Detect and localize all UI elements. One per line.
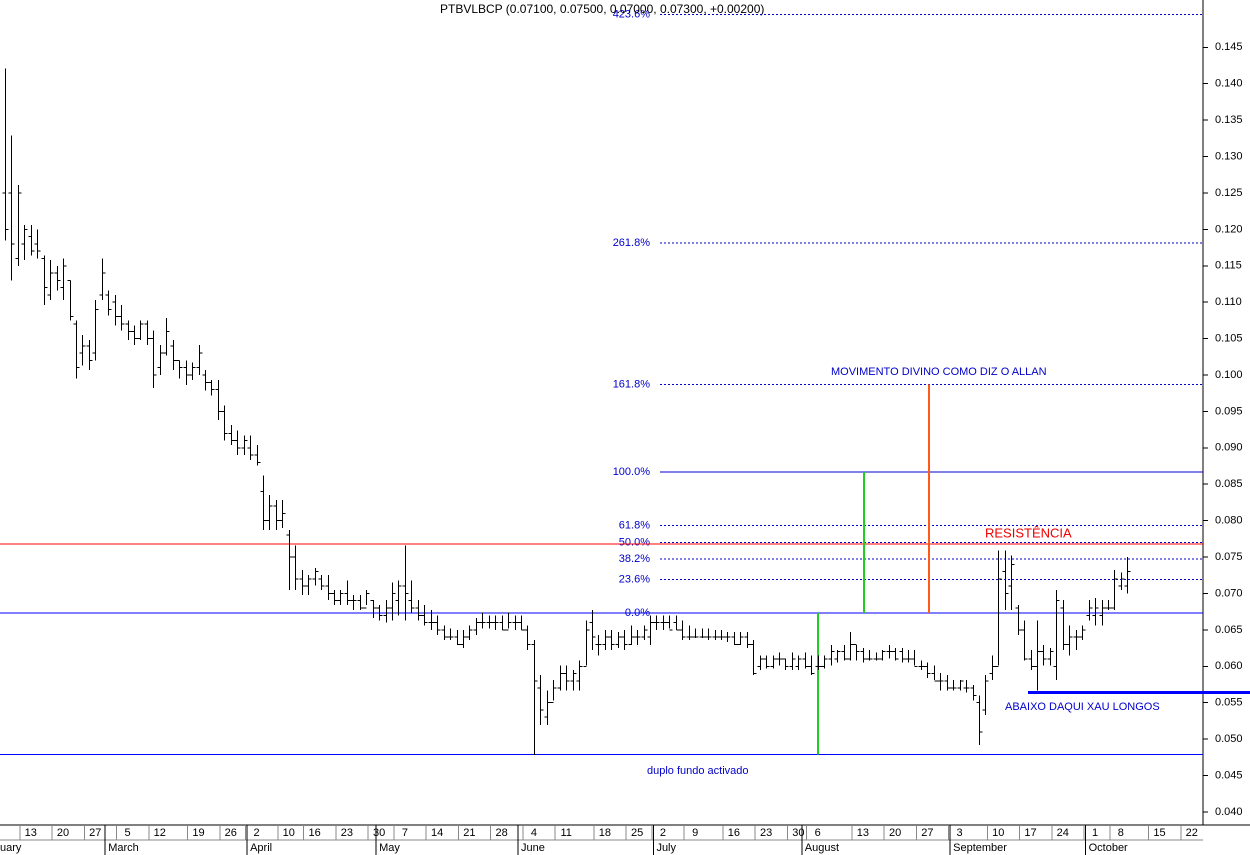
fib-label: 423.6% (613, 8, 651, 20)
x-tick-label: 27 (921, 827, 933, 839)
y-tick-label: 0.125 (1215, 187, 1243, 199)
x-tick-label: 17 (1024, 827, 1036, 839)
x-tick-label: 14 (431, 827, 443, 839)
x-tick-label: 11 (560, 827, 571, 839)
y-tick-label: 0.100 (1215, 369, 1243, 381)
x-tick-label: 16 (308, 827, 320, 839)
x-tick-label: 12 (154, 827, 166, 839)
fib-label: 38.2% (619, 553, 650, 565)
x-tick-label: 3 (957, 827, 963, 839)
x-tick-label: 22 (1186, 827, 1198, 839)
y-tick-label: 0.135 (1215, 114, 1243, 126)
x-tick-label: 30 (373, 827, 385, 839)
y-tick-label: 0.040 (1215, 806, 1243, 818)
y-tick-label: 0.045 (1215, 769, 1243, 781)
x-tick-label: 4 (531, 827, 537, 839)
fib-label: 61.8% (619, 520, 650, 532)
x-tick-label: 27 (89, 827, 101, 839)
y-tick-label: 0.120 (1215, 223, 1243, 235)
x-tick-label: 18 (599, 827, 611, 839)
annotation: duplo fundo activado (647, 765, 749, 777)
x-tick-label: 20 (889, 827, 901, 839)
annotation: RESISTÊNCIA (985, 525, 1072, 540)
y-tick-label: 0.145 (1215, 41, 1243, 53)
month-label: October (1089, 842, 1128, 854)
y-tick-label: 0.055 (1215, 697, 1243, 709)
x-tick-label: 1 (1092, 827, 1098, 839)
fib-label: 100.0% (613, 466, 651, 478)
x-tick-label: 10 (992, 827, 1004, 839)
month-label: July (656, 842, 676, 854)
x-tick-label: 23 (760, 827, 772, 839)
y-tick-label: 0.105 (1215, 332, 1243, 344)
y-tick-label: 0.060 (1215, 660, 1243, 672)
y-tick-label: 0.085 (1215, 478, 1243, 490)
x-tick-label: 7 (402, 827, 408, 839)
y-tick-label: 0.065 (1215, 624, 1243, 636)
fib-label: 161.8% (613, 378, 651, 390)
y-tick-label: 0.080 (1215, 515, 1243, 527)
x-tick-label: 25 (631, 827, 643, 839)
x-tick-label: 9 (692, 827, 698, 839)
x-tick-label: 13 (25, 827, 37, 839)
month-label: September (953, 842, 1007, 854)
x-tick-label: 15 (1153, 827, 1165, 839)
month-label: March (108, 842, 139, 854)
x-tick-label: 23 (341, 827, 353, 839)
fib-label: 23.6% (619, 574, 650, 586)
fib-label: 261.8% (613, 237, 651, 249)
x-tick-label: 26 (225, 827, 237, 839)
month-label: uary (0, 842, 22, 854)
month-label: April (250, 842, 272, 854)
y-tick-label: 0.140 (1215, 78, 1243, 90)
y-tick-label: 0.130 (1215, 150, 1243, 162)
y-tick-label: 0.115 (1215, 260, 1242, 272)
x-tick-label: 8 (1118, 827, 1124, 839)
x-tick-label: 6 (815, 827, 821, 839)
x-tick-label: 2 (660, 827, 666, 839)
x-tick-label: 16 (728, 827, 740, 839)
x-tick-label: 2 (253, 827, 259, 839)
annotation: ABAIXO DAQUI XAU LONGOS (1005, 701, 1160, 713)
x-tick-label: 24 (1057, 827, 1069, 839)
month-label: August (805, 842, 839, 854)
x-tick-label: 13 (857, 827, 869, 839)
x-tick-label: 5 (124, 827, 130, 839)
y-tick-label: 0.070 (1215, 587, 1243, 599)
fib-label: 50.0% (619, 536, 650, 548)
x-tick-label: 28 (496, 827, 508, 839)
month-label: May (379, 842, 400, 854)
y-tick-label: 0.090 (1215, 442, 1243, 454)
month-label: June (521, 842, 545, 854)
y-tick-label: 0.110 (1215, 296, 1242, 308)
x-tick-label: 20 (57, 827, 69, 839)
x-tick-label: 19 (192, 827, 204, 839)
y-tick-label: 0.095 (1215, 405, 1243, 417)
x-tick-label: 30 (792, 827, 804, 839)
y-tick-label: 0.050 (1215, 733, 1243, 745)
y-tick-label: 0.075 (1215, 551, 1243, 563)
x-tick-label: 21 (463, 827, 475, 839)
chart-title: PTBVLBCP (0.07100, 0.07500, 0.07000, 0.0… (440, 2, 764, 16)
x-tick-label: 10 (283, 827, 295, 839)
annotation: MOVIMENTO DIVINO COMO DIZ O ALLAN (831, 366, 1047, 378)
